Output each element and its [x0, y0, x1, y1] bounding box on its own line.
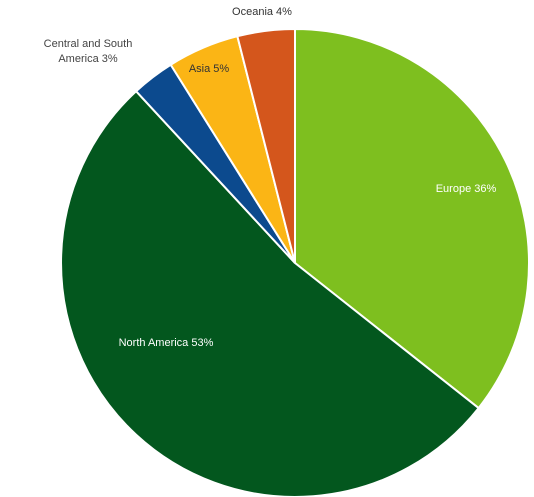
slice-north-america [60, 89, 481, 497]
slice-label-central-and-south-america: Central and South America 3% [44, 38, 133, 65]
slice-label-europe: Europe 36% [436, 183, 497, 195]
slice-oceania [236, 27, 296, 264]
slice-europe [294, 27, 530, 410]
slice-label-asia: Asia 5% [189, 63, 230, 75]
slice-label-oceania: Oceania 4% [232, 6, 292, 18]
slice-label-north-america: North America 53% [119, 337, 214, 349]
